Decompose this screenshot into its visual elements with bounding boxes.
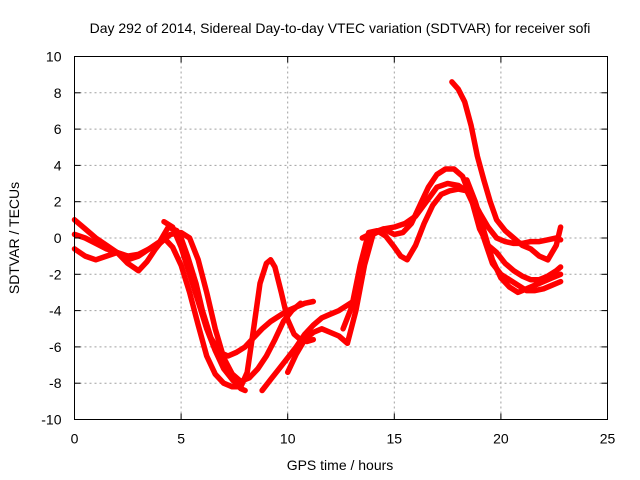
x-tick-label: 25: [600, 431, 616, 447]
y-tick-label: -6: [49, 339, 62, 355]
x-tick-label: 0: [71, 431, 79, 447]
y-tick-label: 0: [54, 230, 62, 246]
y-tick-label: 2: [54, 194, 62, 210]
y-tick-label: -4: [49, 303, 62, 319]
x-tick-label: 20: [493, 431, 509, 447]
series-pass-3: [71, 235, 317, 390]
y-tick-label: -10: [41, 412, 61, 428]
y-tick-label: -8: [49, 375, 62, 391]
series-pass-5: [259, 296, 359, 394]
y-tick-label: -2: [49, 266, 62, 282]
series-pass-9: [449, 79, 564, 263]
y-tick-label: 8: [54, 85, 62, 101]
y-tick-label: 10: [46, 49, 62, 65]
x-tick-label: 10: [280, 431, 296, 447]
x-axis-label: GPS time / hours: [287, 457, 394, 473]
series-group: [71, 79, 564, 394]
ticks: 0 5 10 15 20 25 -10 -8 -6 -4 -2 0 2 4 6 8 10: [41, 49, 615, 447]
y-axis-label: SDTVAR / TECUs: [6, 182, 22, 294]
y-tick-label: 6: [54, 121, 62, 137]
x-tick-label: 5: [177, 431, 185, 447]
grid: [74, 56, 608, 420]
series-pass-6: [284, 166, 564, 376]
y-tick-label: 4: [54, 157, 62, 173]
x-tick-label: 15: [387, 431, 403, 447]
series-pass-10: [464, 177, 564, 296]
series-pass-4: [161, 218, 248, 394]
chart-title: Day 292 of 2014, Sidereal Day-to-day VTE…: [90, 20, 591, 36]
series-pass-7: [340, 186, 564, 332]
